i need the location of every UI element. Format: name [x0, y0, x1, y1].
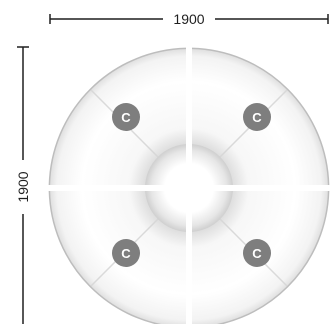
round-sofa	[48, 47, 330, 324]
height-dimension: 1900	[15, 46, 31, 324]
segment-badge-bottom-left: C	[112, 239, 140, 267]
segment-badge-label: C	[252, 246, 262, 261]
segment-badge-top-right: C	[243, 103, 271, 131]
segment-badge-label: C	[121, 110, 131, 125]
segment-badge-label: C	[252, 110, 262, 125]
width-dimension-label: 1900	[173, 11, 204, 27]
height-dimension-label: 1900	[15, 171, 31, 202]
segment-gap-horizontal	[49, 185, 329, 191]
segment-badge-top-left: C	[112, 103, 140, 131]
width-dimension: 1900	[49, 11, 329, 27]
segment-badge-label: C	[121, 246, 131, 261]
seat-segment-top-left-edge	[48, 47, 187, 186]
segment-badges: C C C C	[112, 103, 271, 267]
seat-segment-top-right-edge	[191, 47, 330, 186]
segment-badge-bottom-right: C	[243, 239, 271, 267]
segment-gap-vertical	[186, 48, 192, 324]
